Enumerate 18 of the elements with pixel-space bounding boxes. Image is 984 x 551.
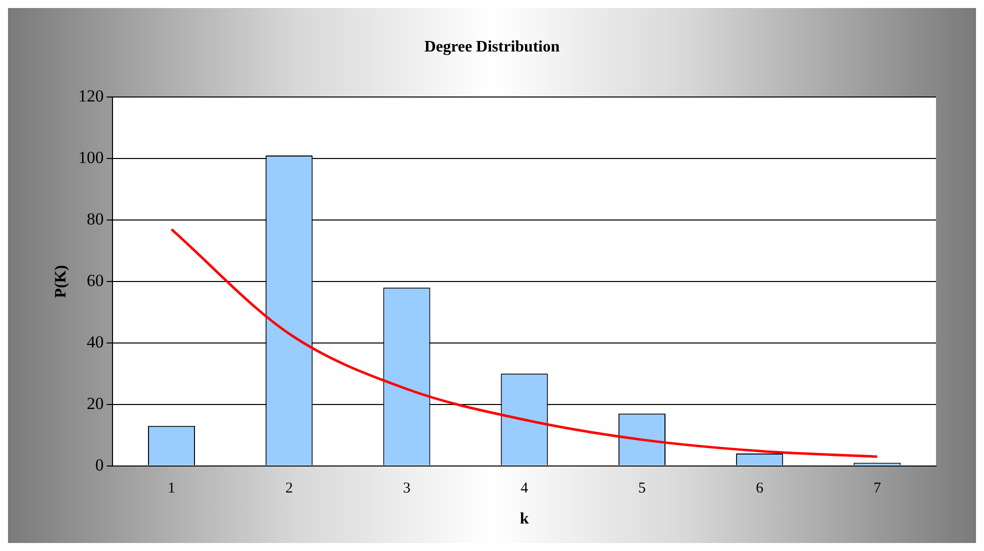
y-tick-label: 100 xyxy=(78,148,104,168)
y-tick-label: 40 xyxy=(86,332,104,352)
y-tick-label: 60 xyxy=(86,270,104,290)
x-tick-label: 5 xyxy=(638,480,646,497)
x-tick-label: 3 xyxy=(402,480,410,497)
line-series xyxy=(170,228,878,458)
x-tick-label: 2 xyxy=(285,480,293,497)
x-axis-title: k xyxy=(520,510,529,528)
x-tick-label: 4 xyxy=(520,480,529,497)
y-tick-label: 0 xyxy=(95,455,104,474)
x-tick-label: 1 xyxy=(168,480,176,497)
y-tick-label: 80 xyxy=(86,210,104,229)
y-tick-label: 120 xyxy=(78,86,104,106)
y-tick-label: 20 xyxy=(86,394,104,413)
x-tick-label: 6 xyxy=(756,480,764,497)
y-axis-title: P(K) xyxy=(52,265,70,298)
chart-title: Degree Distribution xyxy=(424,38,560,56)
x-tick-label: 7 xyxy=(873,480,882,497)
